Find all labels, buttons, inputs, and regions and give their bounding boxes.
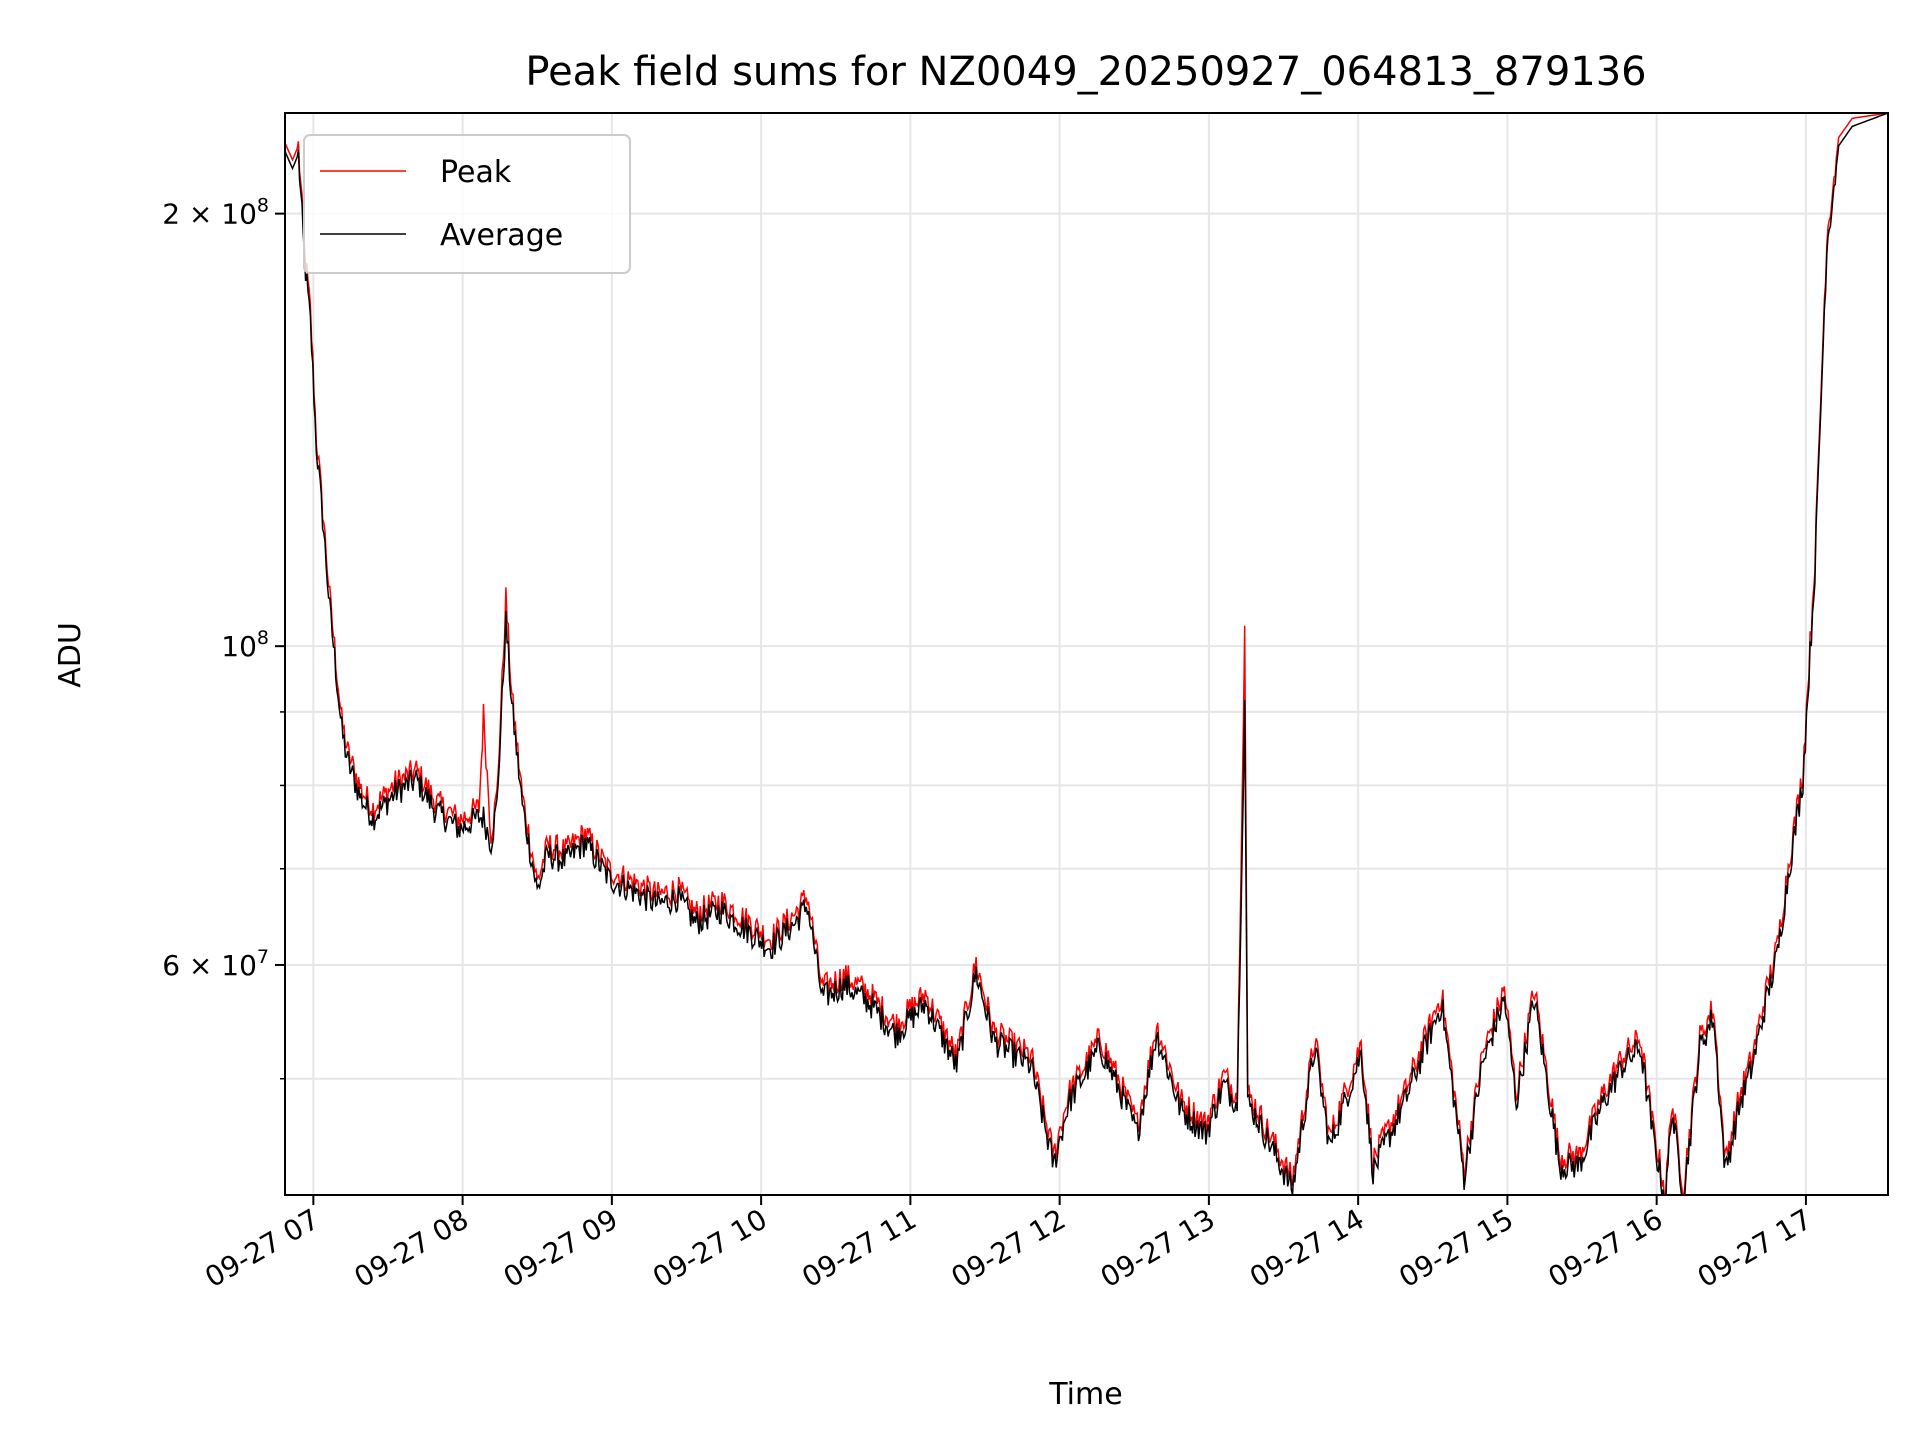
y-tick-label: 2 × 108	[162, 195, 269, 231]
series-lines	[285, 113, 1888, 1195]
chart-title: Peak field sums for NZ0049_20250927_0648…	[525, 49, 1646, 95]
y-tick-exponent: 8	[257, 627, 269, 649]
y-tick-label: 108	[221, 627, 269, 663]
x-axis-label: Time	[1048, 1377, 1122, 1412]
series-line-average	[285, 113, 1888, 1195]
y-tick-base: 6 × 10	[162, 949, 257, 982]
legend-label-peak: Peak	[440, 155, 512, 190]
legend-box	[303, 134, 631, 274]
y-axis-label: ADU	[53, 622, 88, 688]
legend-label-average: Average	[440, 218, 563, 253]
y-tick-base: 2 × 10	[162, 198, 257, 231]
y-tick-exponent: 8	[257, 195, 269, 217]
plot-frame	[284, 112, 1889, 1196]
series-line-peak	[285, 113, 1888, 1195]
legend: Peak Average	[303, 134, 631, 274]
y-tick-base: 10	[221, 630, 257, 663]
y-tick-exponent: 7	[257, 946, 269, 968]
y-tick-label: 6 × 107	[162, 946, 269, 982]
